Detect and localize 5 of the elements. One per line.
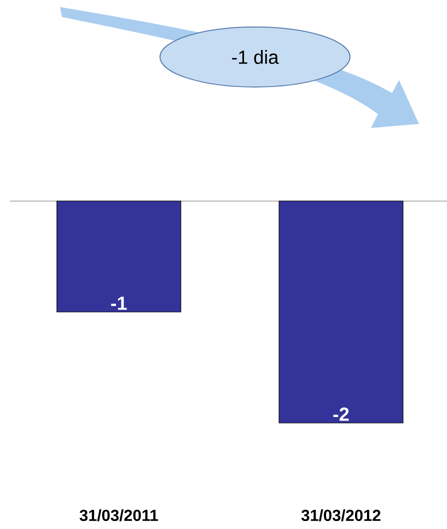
x-tick-label: 31/03/2012 xyxy=(301,509,380,522)
data-label: -2 xyxy=(333,408,349,421)
text: -1 dia xyxy=(232,50,279,64)
x-tick-label: 31/03/2011 xyxy=(80,509,158,522)
data-label: -1 xyxy=(111,296,127,310)
